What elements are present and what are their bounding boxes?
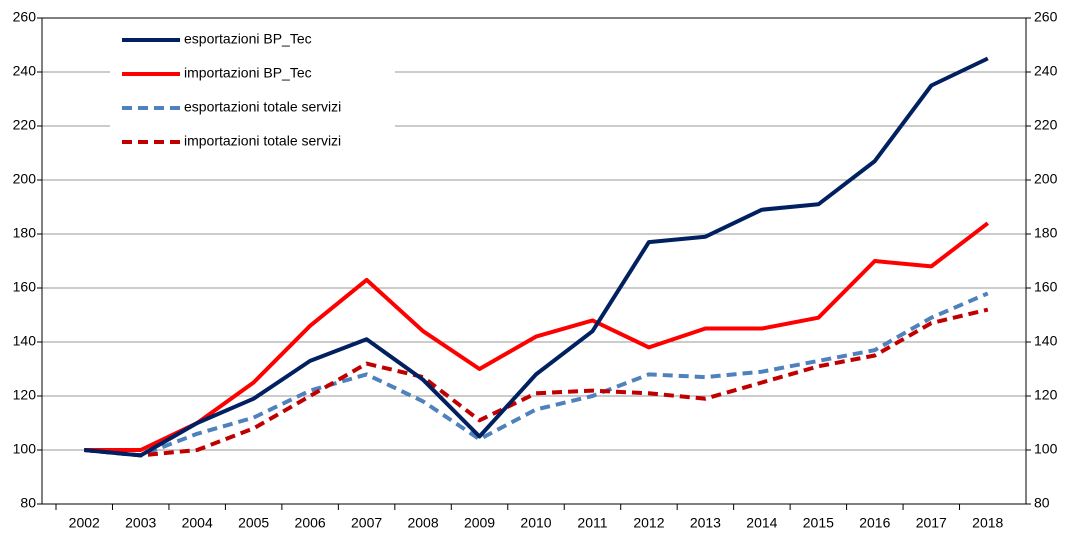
y2-tick-label: 240 — [1034, 63, 1058, 79]
series-line — [84, 221, 990, 452]
y-tick-label: 160 — [13, 279, 37, 295]
legend-label: importazioni BP_Tec — [184, 65, 312, 81]
x-tick-label: 2016 — [859, 515, 890, 531]
y-tick-label: 220 — [13, 117, 37, 133]
y2-tick-label: 260 — [1034, 9, 1058, 25]
y-tick-label: 100 — [13, 441, 37, 457]
x-tick-label: 2003 — [125, 515, 156, 531]
x-tick-label: 2018 — [972, 515, 1003, 531]
legend-box — [110, 24, 395, 158]
x-tick-label: 2005 — [238, 515, 269, 531]
x-tick-label: 2004 — [182, 515, 213, 531]
y2-tick-label: 200 — [1034, 171, 1058, 187]
y2-tick-label: 160 — [1034, 279, 1058, 295]
y2-tick-label: 100 — [1034, 441, 1058, 457]
y-tick-label: 80 — [20, 495, 36, 511]
y2-tick-label: 80 — [1034, 495, 1050, 511]
x-tick-label: 2013 — [690, 515, 721, 531]
y-tick-label: 200 — [13, 171, 37, 187]
x-tick-label: 2008 — [407, 515, 438, 531]
y-tick-label: 240 — [13, 63, 37, 79]
x-tick-label: 2015 — [803, 515, 834, 531]
series-line — [84, 307, 989, 458]
x-tick-label: 2014 — [746, 515, 777, 531]
y2-tick-label: 140 — [1034, 333, 1058, 349]
legend-label: esportazioni BP_Tec — [184, 31, 312, 47]
legend: esportazioni BP_Tec importazioni BP_Teces… — [110, 24, 395, 158]
y-tick-label: 180 — [13, 225, 37, 241]
legend-label: esportazioni totale servizi — [184, 99, 341, 115]
y-tick-label: 140 — [13, 333, 37, 349]
y-tick-label: 260 — [13, 9, 37, 25]
series-line — [84, 291, 989, 458]
x-tick-label: 2010 — [520, 515, 551, 531]
x-tick-label: 2002 — [69, 515, 100, 531]
x-tick-label: 2009 — [464, 515, 495, 531]
series-line — [84, 56, 989, 458]
x-tick-label: 2017 — [916, 515, 947, 531]
legend-label: importazioni totale servizi — [184, 133, 341, 149]
x-tick-label: 2012 — [633, 515, 664, 531]
y2-tick-label: 120 — [1034, 387, 1058, 403]
y-tick-label: 120 — [13, 387, 37, 403]
x-tick-label: 2006 — [295, 515, 326, 531]
x-tick-label: 2011 — [577, 515, 607, 531]
x-tick-label: 2007 — [351, 515, 382, 531]
y2-tick-label: 180 — [1034, 225, 1058, 241]
y2-tick-label: 220 — [1034, 117, 1058, 133]
